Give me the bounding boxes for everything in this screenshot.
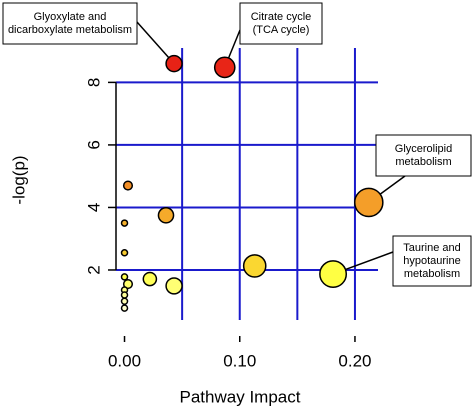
- y-tick-label: 8: [84, 78, 103, 87]
- annotation-text: Glyoxylate and: [34, 11, 107, 23]
- annotation-text: dicarboxylate metabolism: [8, 24, 132, 36]
- point: [353, 187, 384, 218]
- x-tick-label: 0.20: [338, 351, 371, 370]
- point: [120, 291, 129, 299]
- y-tick-label: 4: [84, 203, 103, 212]
- point: [165, 277, 183, 295]
- y-tick-label: 2: [84, 265, 103, 274]
- point: [157, 206, 175, 224]
- x-tick-label: 0.10: [223, 351, 256, 370]
- x-tick-label: 0.00: [108, 351, 141, 370]
- point: [165, 54, 183, 73]
- annotation-text: (TCA cycle): [253, 24, 310, 36]
- point: [122, 180, 134, 191]
- annotation-text: Citrate cycle: [251, 11, 312, 23]
- y-axis-label: -log(p): [9, 155, 28, 204]
- annotation-box: [392, 235, 472, 287]
- point: [213, 56, 236, 79]
- annotation-text: Glycerolipid: [395, 143, 452, 155]
- point: [120, 219, 129, 227]
- annotation-leader: [136, 21, 175, 65]
- point: [122, 278, 134, 290]
- annotation-text: hypotaurine: [403, 255, 461, 267]
- x-axis-label: Pathway Impact: [180, 387, 301, 406]
- annotation-text: metabolism: [395, 156, 451, 168]
- point: [120, 249, 129, 257]
- y-tick-label: 6: [84, 140, 103, 149]
- point: [242, 254, 267, 278]
- annotation-box: [239, 2, 323, 45]
- annotation-text: metabolism: [404, 268, 460, 280]
- point: [120, 297, 129, 305]
- point: [120, 304, 129, 312]
- annotation-text: Taurine and: [403, 242, 461, 254]
- point: [142, 271, 158, 287]
- annotation-box: [375, 134, 472, 177]
- point: [120, 273, 129, 281]
- annotation-box: [2, 2, 138, 45]
- point: [319, 260, 348, 289]
